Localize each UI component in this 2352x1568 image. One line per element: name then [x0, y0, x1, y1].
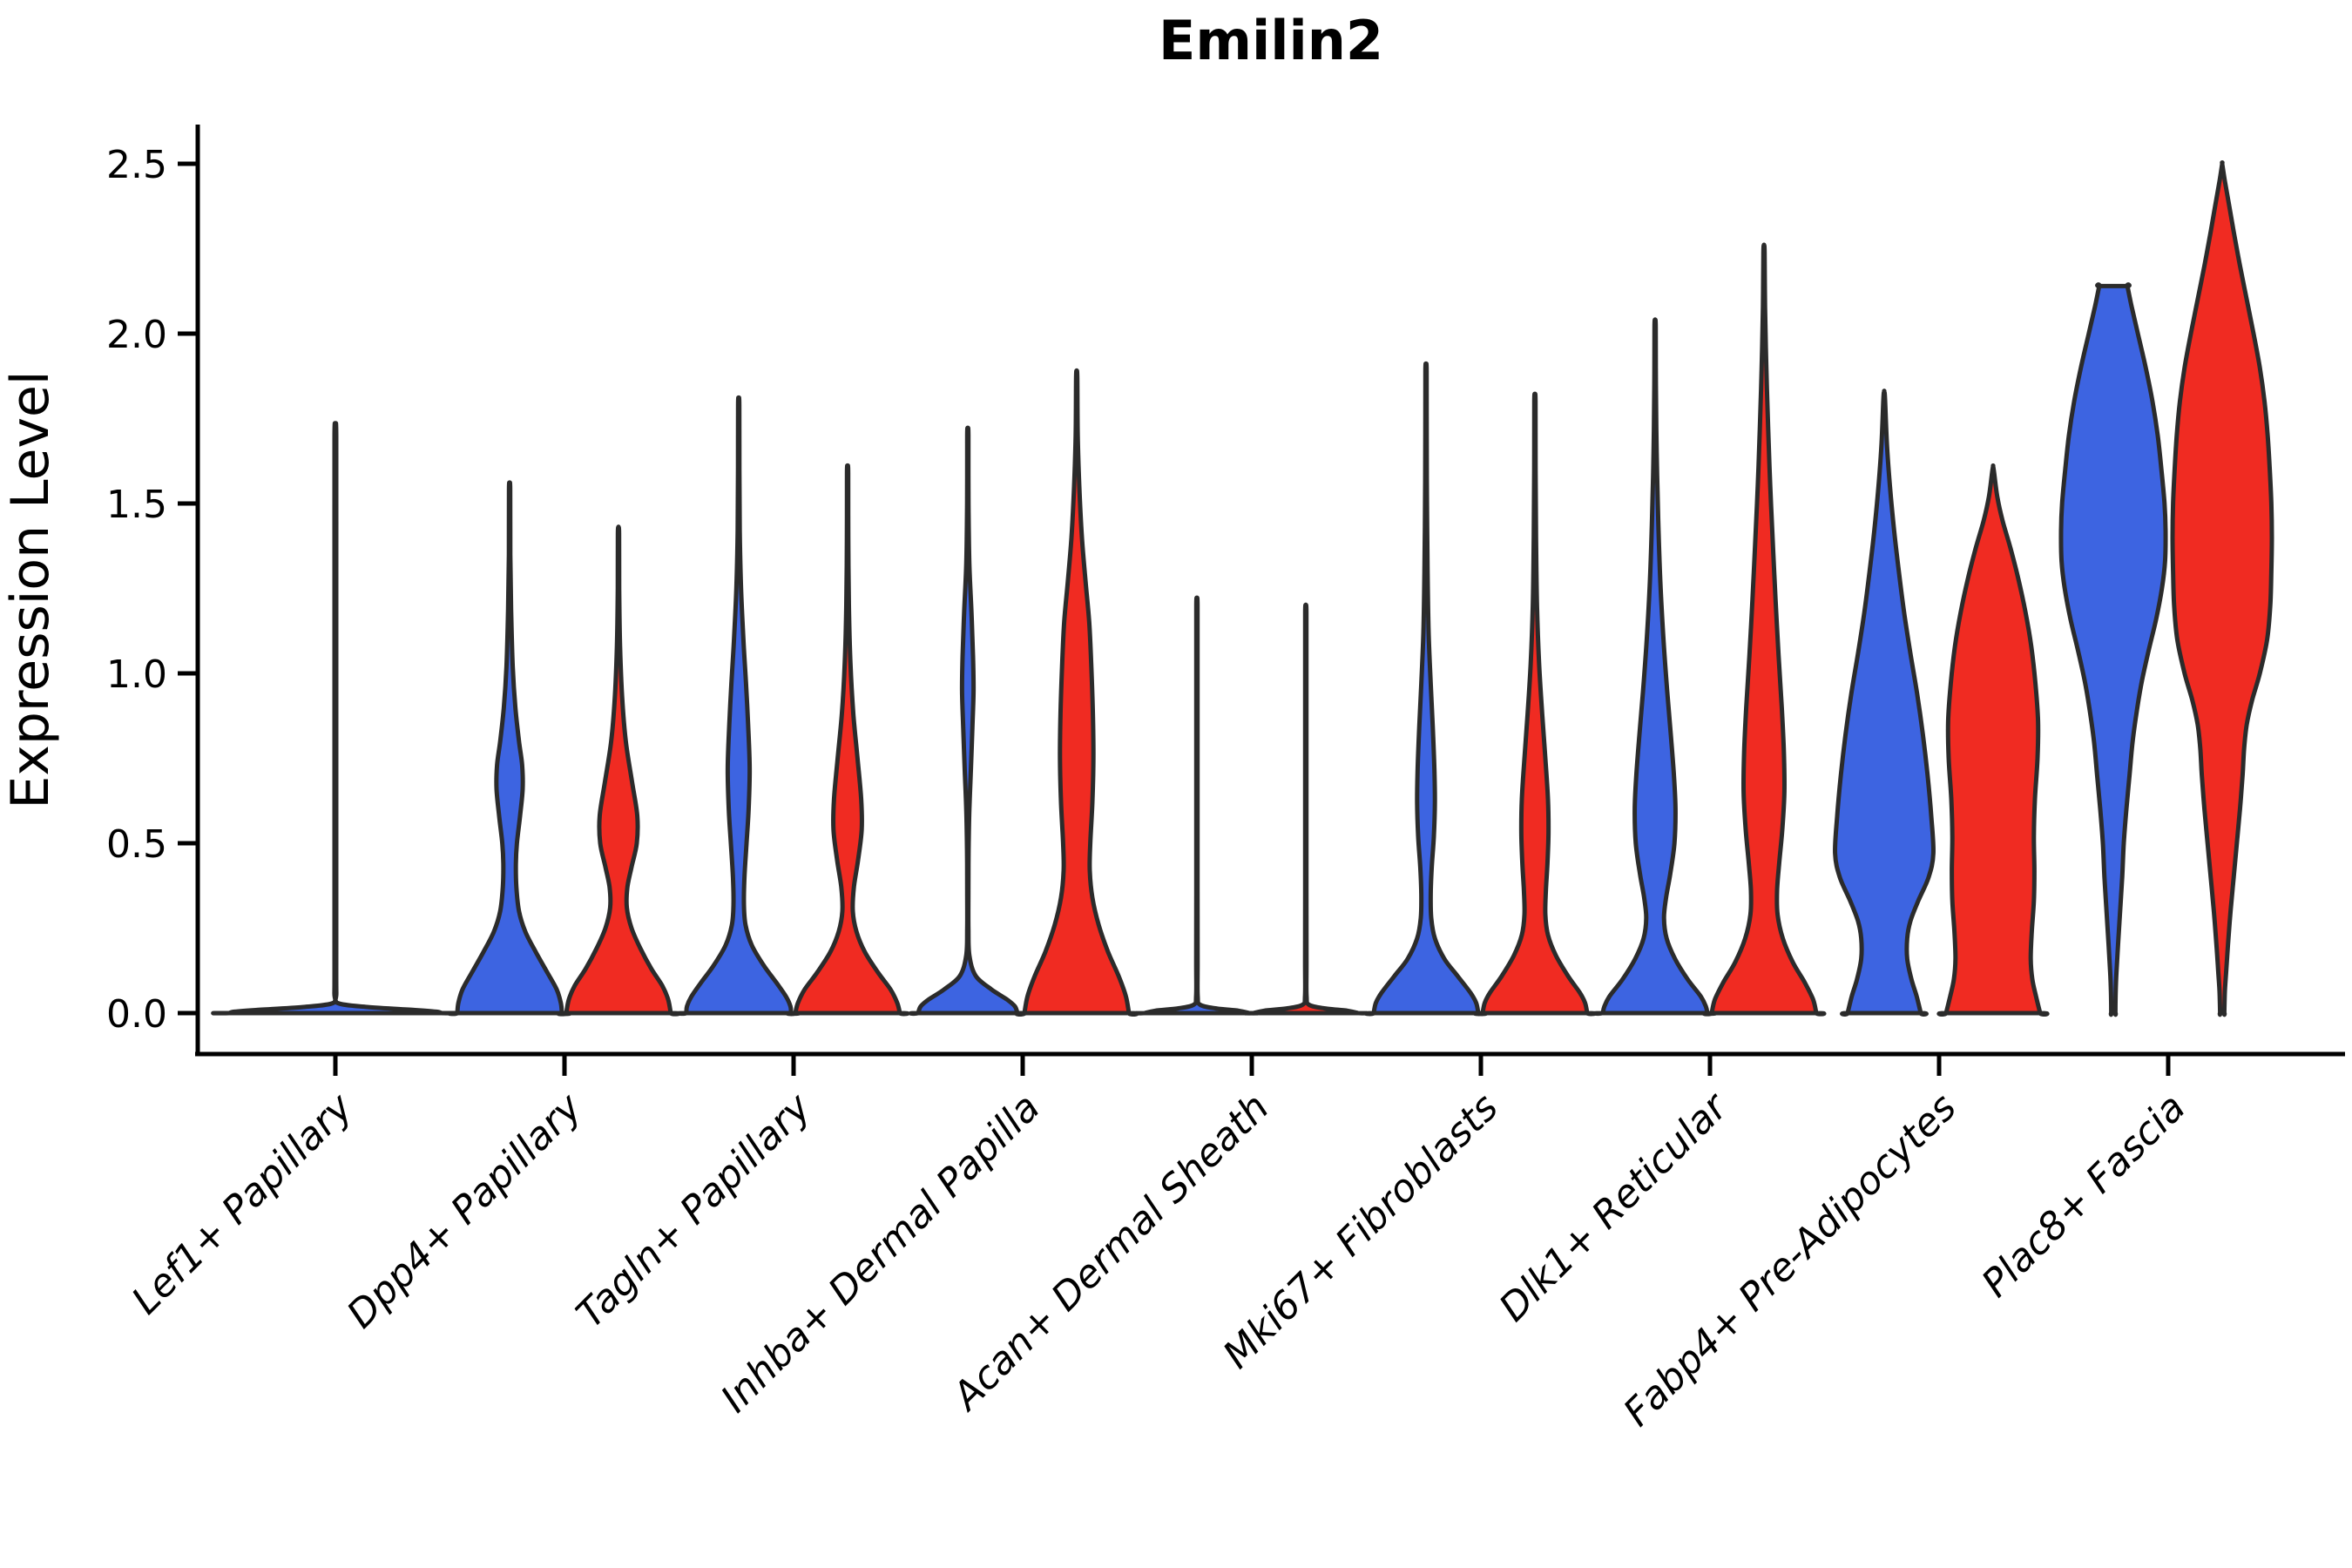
violin-mki67-fibroblasts-red [1472, 391, 1598, 1017]
violin-tagln-papillary-red [785, 463, 910, 1017]
violin-inhba-dermal-papilla-red [1014, 368, 1139, 1017]
violin-dlk1-reticular-red [1701, 242, 1827, 1017]
violin-lef1-papillary-blue [211, 421, 460, 1016]
x-tick-label-tagln-papillary: Tagln+ Papillary [568, 1085, 820, 1336]
y-tick-label: 0.0 [106, 992, 167, 1037]
violins-layer [211, 160, 2274, 1017]
violin-dpp4-papillary-blue [447, 480, 572, 1017]
violin-dlk1-reticular-blue [1592, 317, 1718, 1017]
y-tick-label: 0.5 [106, 822, 167, 867]
violin-acan-dermal-sheath-blue [1134, 595, 1260, 1016]
chart-title: Emilin2 [1159, 9, 1383, 72]
violin-tagln-papillary-blue [676, 395, 801, 1017]
violin-inhba-dermal-papilla-blue [909, 425, 1027, 1017]
y-tick-label: 1.0 [106, 652, 167, 697]
violin-fabp4-pre-adipocytes-blue [1833, 389, 1936, 1017]
violin-plac8-fascia-red [2170, 160, 2274, 1017]
x-tick-label-dpp4-papillary: Dpp4+ Papillary [339, 1085, 591, 1337]
y-tick-label: 1.5 [106, 483, 167, 527]
violin-plac8-fascia-blue [2058, 282, 2168, 1017]
violin-acan-dermal-sheath-red [1243, 602, 1369, 1016]
x-tick-label-lef1-papillary: Lef1+ Papillary [124, 1085, 362, 1323]
y-tick-label: 2.5 [106, 143, 167, 187]
violin-dpp4-papillary-red [556, 524, 681, 1017]
x-tick-label-plac8-fascia: Plac8+ Fascia [1973, 1085, 2193, 1306]
x-tick-label-dlk1-reticular: Dlk1+ Reticular [1490, 1084, 1737, 1330]
violin-fabp4-pre-adipocytes-red [1936, 463, 2050, 1017]
y-axis-label: Expression Level [0, 370, 61, 808]
y-tick-label: 2.0 [106, 313, 167, 357]
violin-mki67-fibroblasts-blue [1363, 361, 1489, 1017]
